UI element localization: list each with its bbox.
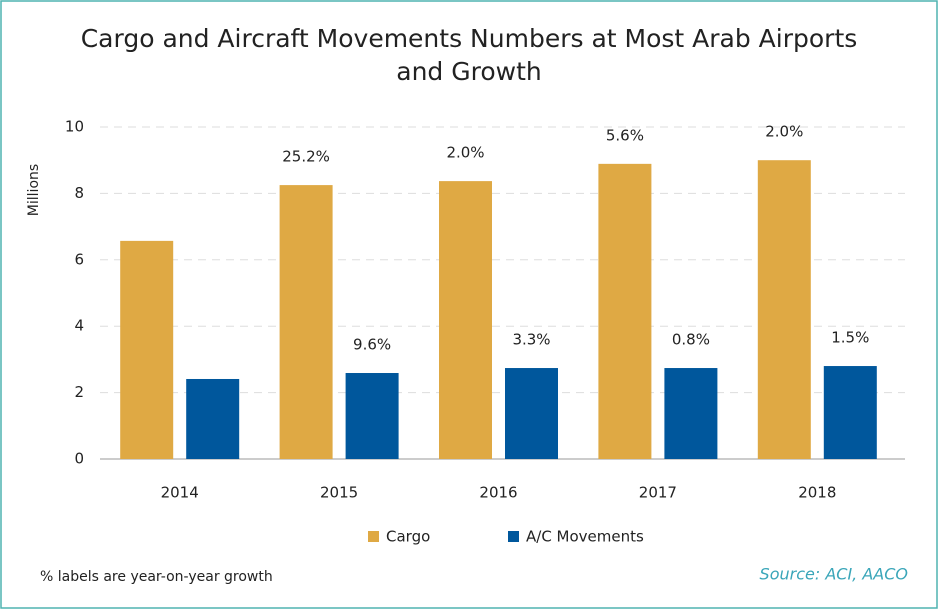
growth-label: 9.6% [353, 336, 391, 354]
footnote: % labels are year-on-year growth [40, 569, 273, 585]
x-tick-label: 2014 [161, 484, 199, 502]
y-tick-label: 10 [65, 118, 84, 136]
bar [279, 185, 333, 459]
y-tick-label: 0 [74, 450, 84, 468]
bar [120, 240, 174, 459]
bar [186, 378, 240, 459]
x-tick-label: 2016 [479, 484, 517, 502]
bar [505, 368, 558, 459]
legend-swatch [508, 531, 519, 542]
legend-label: A/C Movements [526, 528, 644, 546]
growth-label: 0.8% [672, 331, 710, 349]
bar [757, 160, 811, 459]
growth-label: 5.6% [606, 126, 644, 144]
x-tick-label: 2017 [639, 484, 677, 502]
y-axis-label: Millions [26, 164, 42, 216]
growth-label: 25.2% [282, 148, 330, 166]
x-tick-label: 2015 [320, 484, 358, 502]
y-tick-label: 4 [74, 317, 84, 335]
bar [823, 366, 877, 459]
chart-title: Cargo and Aircraft Movements Numbers at … [81, 24, 858, 86]
y-tick-label: 8 [74, 184, 84, 202]
bar [598, 163, 652, 460]
source: Source: ACI, AACO [760, 565, 908, 584]
bar [439, 181, 492, 459]
legend-swatch [368, 531, 379, 542]
y-tick-label: 6 [74, 250, 84, 268]
bar [345, 373, 399, 459]
y-tick-label: 2 [74, 383, 84, 401]
x-tick-label: 2018 [798, 484, 836, 502]
bar [664, 368, 718, 459]
legend-label: Cargo [386, 528, 430, 546]
growth-label: 3.3% [512, 331, 550, 349]
growth-label: 2.0% [765, 123, 803, 141]
growth-label: 2.0% [446, 144, 484, 162]
growth-label: 1.5% [831, 329, 869, 347]
